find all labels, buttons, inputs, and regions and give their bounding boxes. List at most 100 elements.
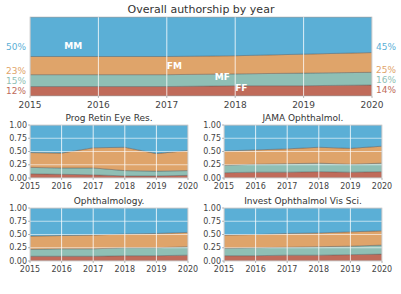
tick-label-y: 1.00 <box>203 121 221 130</box>
grid-line-y <box>30 138 188 139</box>
grid-line-x <box>166 17 167 96</box>
side-label: 25% <box>376 65 396 75</box>
tick-label-x: 2015 <box>19 100 42 110</box>
plot-area <box>30 208 188 261</box>
tick-y <box>28 138 30 139</box>
tick-label-x: 2019 <box>146 182 166 191</box>
tick-x <box>93 261 94 263</box>
area-mm <box>30 208 188 236</box>
chart-panel: 201520162017201820192020Overall authorsh… <box>6 3 396 110</box>
plot-frame <box>30 125 188 178</box>
side-label: 14% <box>376 85 396 95</box>
tick-label-y: 0.50 <box>203 147 221 156</box>
chart-panel: 2015201620172018201920200.000.250.500.75… <box>203 196 392 274</box>
tick-x <box>166 96 167 98</box>
plot-area <box>224 125 382 178</box>
tick-label-y: 0.00 <box>9 257 27 266</box>
tick-label-x: 2017 <box>83 182 103 191</box>
tick-x <box>350 261 351 263</box>
tick-y <box>28 164 30 165</box>
grid-line-y <box>30 247 188 248</box>
tick-x <box>156 178 157 180</box>
tick-label-y: 0.75 <box>203 217 221 226</box>
tick-label-x: 2015 <box>20 182 40 191</box>
chart-panel: 2015201620172018201920200.000.250.500.75… <box>9 113 198 191</box>
tick-x <box>61 261 62 263</box>
tick-label-x: 2016 <box>87 100 110 110</box>
grid-line-y <box>30 234 188 235</box>
tick-x <box>287 178 288 180</box>
tick-x <box>124 178 125 180</box>
grid-line-y <box>224 234 382 235</box>
tick-label-x: 2016 <box>245 182 265 191</box>
tick-label-y: 1.00 <box>9 121 27 130</box>
tick-label-x: 2015 <box>214 182 234 191</box>
tick-x <box>287 261 288 263</box>
figure: 201520162017201820192020Overall authorsh… <box>0 0 401 294</box>
tick-label-x: 2018 <box>309 182 329 191</box>
tick-x <box>372 96 373 98</box>
tick-x <box>124 261 125 263</box>
area-label: FM <box>167 61 182 71</box>
tick-x <box>93 178 94 180</box>
area-mm <box>224 125 382 151</box>
tick-label-x: 2018 <box>224 100 247 110</box>
grid-line-x <box>98 17 99 96</box>
tick-y <box>222 261 224 262</box>
side-label: 23% <box>6 66 26 76</box>
tick-x <box>350 178 351 180</box>
plot-background <box>224 125 382 178</box>
tick-label-x: 2018 <box>309 265 329 274</box>
tick-label-x: 2016 <box>51 182 71 191</box>
tick-label-x: 2020 <box>178 265 198 274</box>
tick-y <box>222 208 224 209</box>
tick-label-x: 2017 <box>277 182 297 191</box>
tick-y <box>28 247 30 248</box>
grid-line-y <box>30 221 188 222</box>
tick-label-y: 0.00 <box>203 174 221 183</box>
chart-title: Ophthalmology. <box>74 196 145 206</box>
tick-label-x: 2019 <box>340 182 360 191</box>
side-label: 16% <box>376 75 396 85</box>
tick-x <box>318 178 319 180</box>
plot-background <box>224 208 382 261</box>
tick-y <box>28 221 30 222</box>
tick-y <box>222 247 224 248</box>
chart-title: JAMA Ophthalmol. <box>262 113 344 123</box>
tick-x <box>61 178 62 180</box>
tick-y <box>222 234 224 235</box>
grid-line-x <box>303 17 304 96</box>
tick-label-x: 2016 <box>245 265 265 274</box>
tick-y <box>28 234 30 235</box>
tick-x <box>188 261 189 263</box>
tick-y <box>222 138 224 139</box>
tick-y <box>28 208 30 209</box>
tick-x <box>255 261 256 263</box>
tick-label-y: 0.75 <box>9 217 27 226</box>
tick-label-x: 2019 <box>292 100 315 110</box>
tick-label-x: 2020 <box>361 100 384 110</box>
tick-label-y: 1.00 <box>9 204 27 213</box>
grid-line-y <box>224 247 382 248</box>
area-mm <box>30 125 188 154</box>
tick-label-y: 0.25 <box>9 160 27 169</box>
plot-background <box>30 208 188 261</box>
chart-title: Prog Retin Eye Res. <box>65 113 152 123</box>
plot-frame <box>224 125 382 178</box>
tick-y <box>28 151 30 152</box>
tick-x <box>255 178 256 180</box>
tick-label-y: 0.25 <box>9 243 27 252</box>
tick-label-x: 2020 <box>372 182 392 191</box>
side-label: 50% <box>6 42 26 52</box>
tick-x <box>303 96 304 98</box>
tick-label-y: 0.50 <box>9 230 27 239</box>
chart-panel: 2015201620172018201920200.000.250.500.75… <box>203 113 392 191</box>
tick-label-x: 2016 <box>51 265 71 274</box>
plot-area <box>30 125 188 178</box>
tick-label-x: 2017 <box>83 265 103 274</box>
grid-line-y <box>30 164 188 165</box>
plot-frame <box>224 208 382 261</box>
side-label: 12% <box>6 86 26 96</box>
tick-label-y: 0.25 <box>203 160 221 169</box>
area-mf <box>224 163 382 173</box>
